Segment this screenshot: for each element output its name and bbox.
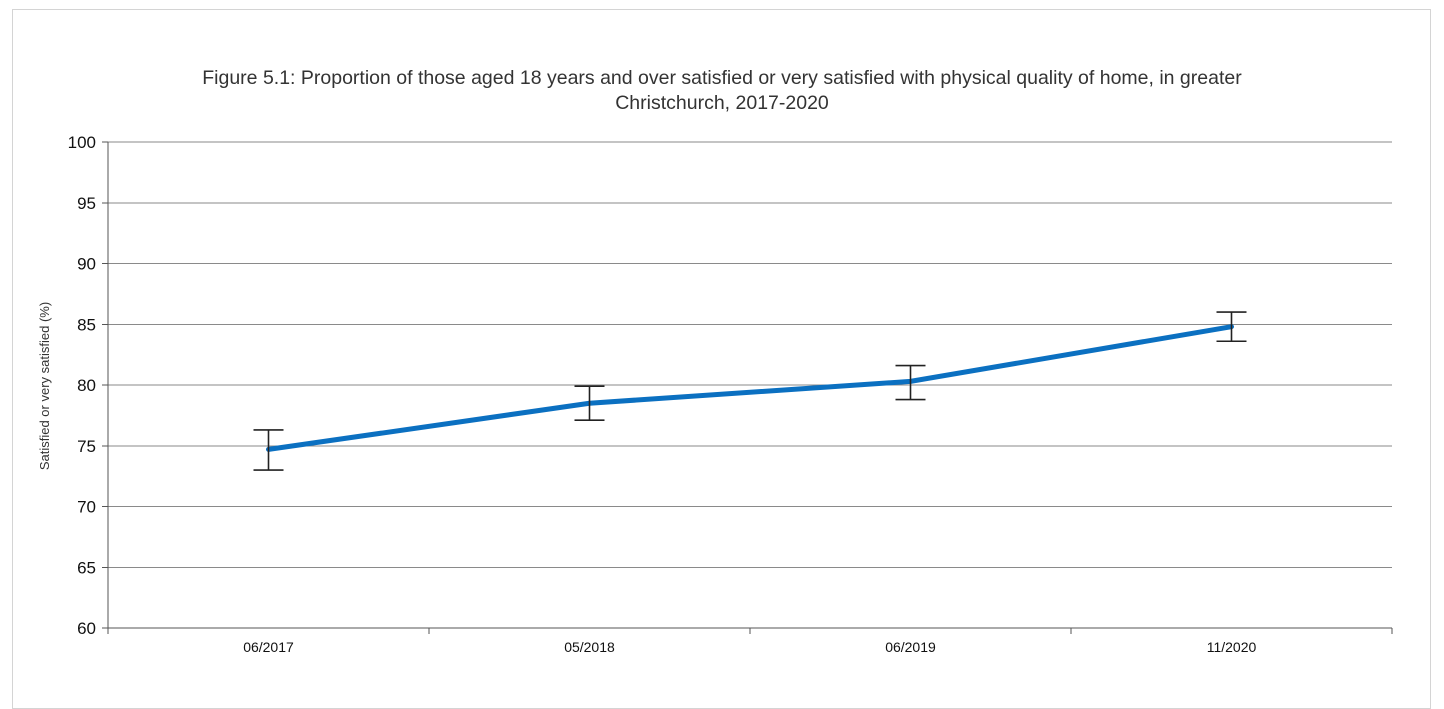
error-bars bbox=[253, 311, 1247, 471]
y-tick-label: 100 bbox=[68, 133, 96, 152]
y-tick-label: 95 bbox=[77, 194, 96, 213]
y-tick-label: 60 bbox=[77, 619, 96, 638]
y-tick-label: 65 bbox=[77, 558, 96, 577]
y-axis-title: Satisfied or very satisfied (%) bbox=[37, 302, 52, 470]
error-bar bbox=[574, 385, 605, 422]
chart-title-line-1: Figure 5.1: Proportion of those aged 18 … bbox=[202, 67, 1242, 89]
y-tick-label: 80 bbox=[77, 376, 96, 395]
chart-frame bbox=[12, 9, 1431, 709]
gridlines bbox=[108, 141, 1392, 568]
error-bar bbox=[253, 429, 284, 471]
error-bar bbox=[1216, 311, 1247, 343]
chart-title-line-2: Christchurch, 2017-2020 bbox=[615, 92, 829, 114]
y-tick-label: 85 bbox=[77, 315, 96, 334]
chart-title: Figure 5.1: Proportion of those aged 18 … bbox=[0, 66, 1444, 116]
x-tick-label: 05/2018 bbox=[564, 639, 615, 655]
error-bar bbox=[895, 364, 926, 401]
y-tick-label: 75 bbox=[77, 437, 96, 456]
x-tick-label: 06/2017 bbox=[243, 639, 294, 655]
x-tick-labels: 06/2017 05/2018 06/2019 11/2020 bbox=[243, 639, 1256, 655]
axes bbox=[102, 141, 1393, 634]
y-tick-label: 90 bbox=[77, 255, 96, 274]
y-tick-labels: 60 65 70 75 80 85 90 95 100 bbox=[68, 133, 96, 638]
x-tick-label: 06/2019 bbox=[885, 639, 936, 655]
series-line bbox=[266, 324, 1234, 452]
y-tick-label: 70 bbox=[77, 498, 96, 517]
x-tick-label: 11/2020 bbox=[1207, 639, 1257, 655]
series-line-path bbox=[266, 324, 1234, 452]
